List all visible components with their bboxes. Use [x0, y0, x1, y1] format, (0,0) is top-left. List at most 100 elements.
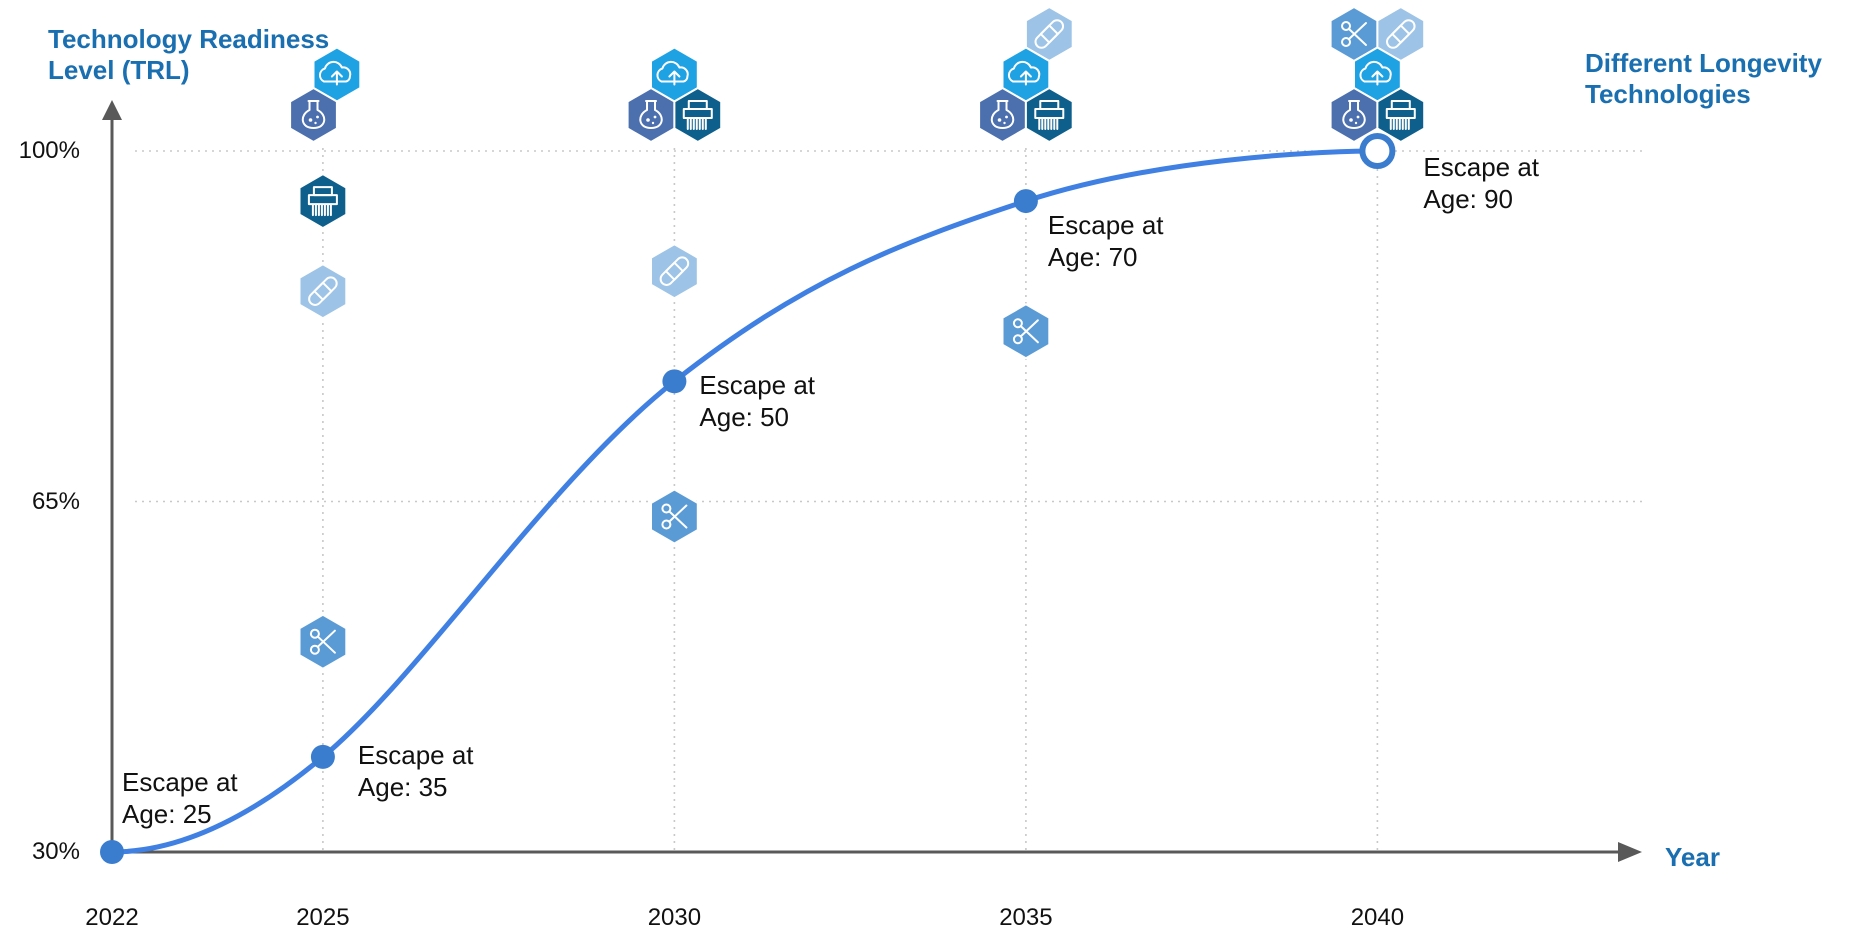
y-axis-title-text: Technology Readiness Level (TRL)	[48, 24, 330, 85]
x-tick-label: 2040	[1350, 904, 1405, 931]
shred-lines	[1038, 118, 1059, 130]
bubble	[1356, 115, 1360, 119]
scissor-ring	[1012, 334, 1023, 345]
upload-arrow	[1019, 70, 1032, 86]
y-tick-label: 65%	[31, 487, 80, 515]
scissor-ring	[1341, 21, 1352, 31]
y-axis-arrow	[102, 100, 122, 120]
point-annotation: Escape at Age: 70	[1048, 209, 1164, 273]
bubble	[308, 118, 313, 122]
bandage-pad	[664, 261, 684, 281]
scissor-ring	[1341, 37, 1352, 47]
hex-background	[298, 263, 348, 320]
y-axis-title: Technology Readiness Level (TRL)	[48, 24, 388, 86]
bandage-icon	[298, 263, 348, 320]
bubble	[651, 121, 655, 125]
x-axis-arrow	[1618, 842, 1642, 862]
flask-shape	[301, 100, 326, 129]
bandage-shape	[308, 276, 338, 306]
hex-background	[1376, 86, 1426, 144]
scissor-ring	[661, 519, 672, 530]
annotation-line: Age: 35	[357, 771, 448, 802]
y-tick-label: 100%	[18, 137, 80, 164]
bubble	[314, 121, 317, 125]
technology-icons	[289, 5, 1426, 670]
data-point	[662, 369, 687, 394]
x-tick-label: 2025	[296, 904, 350, 931]
hex-background	[289, 86, 338, 144]
scissor-blades	[1019, 319, 1039, 344]
annotation-line: Escape at	[357, 739, 474, 770]
printer-icon	[673, 86, 723, 144]
bandage-pad	[1039, 24, 1059, 44]
point-annotation: Escape at Age: 90	[1423, 151, 1539, 215]
scissor-ring	[661, 503, 672, 514]
printer-body	[682, 108, 713, 119]
shred-lines	[1389, 118, 1410, 130]
bubble	[1003, 121, 1006, 125]
scissor-blades	[316, 629, 336, 654]
upload-arrow	[668, 70, 681, 86]
data-point	[310, 744, 335, 769]
bandage-shape	[1034, 19, 1065, 49]
x-axis-title: Year	[1665, 842, 1720, 872]
scissors-icon	[650, 488, 699, 545]
bubble	[1354, 121, 1358, 125]
bubble	[997, 118, 1002, 122]
printer-icon	[298, 172, 348, 230]
cloud-shape	[318, 60, 352, 83]
printer-icon	[1024, 86, 1074, 144]
point-annotation: Escape at Age: 35	[358, 739, 474, 803]
bubble	[646, 118, 650, 122]
upload-arrow	[1371, 70, 1384, 86]
technologies-label-text: Different Longevity Technologies	[1585, 48, 1822, 109]
point-annotation: Escape at Age: 25	[122, 766, 238, 830]
bubble	[653, 115, 657, 119]
x-tick-label: 2022	[85, 904, 139, 931]
cloud-upload-icon	[1353, 46, 1402, 103]
hex-background	[673, 86, 723, 144]
scissors-icon	[1001, 303, 1051, 360]
scissor-blades	[668, 504, 688, 529]
annotation-line: Age: 70	[1047, 242, 1138, 273]
scissor-blades	[1348, 22, 1368, 46]
bubble	[1005, 115, 1008, 119]
annotation-line: Escape at	[699, 370, 816, 401]
point-annotation: Escape at Age: 50	[699, 369, 815, 433]
printer-body	[1034, 108, 1065, 119]
bandage-pad	[1391, 24, 1411, 44]
cloud-upload-icon	[312, 46, 362, 103]
cloud-shape	[1359, 60, 1392, 83]
annotation-line: Age: 50	[699, 402, 790, 433]
bandage-icon	[650, 243, 699, 300]
cloud-shape	[656, 60, 689, 83]
scissors-icon	[298, 613, 348, 670]
bubble	[1349, 118, 1353, 122]
hex-background	[1024, 86, 1074, 144]
bubble	[316, 115, 319, 119]
data-points	[100, 133, 1396, 864]
data-point-open	[1359, 133, 1396, 169]
annotation-line: Escape at	[122, 767, 238, 797]
flask-shape	[639, 100, 663, 129]
flask-shape	[1342, 100, 1366, 129]
shred-lines	[311, 204, 332, 217]
y-tick-label: 30%	[31, 838, 80, 865]
cloud-shape	[1007, 60, 1041, 83]
flask-shape	[990, 100, 1015, 129]
scissor-ring	[309, 644, 320, 655]
shred-lines	[686, 118, 707, 130]
annotation-line: Age: 90	[1423, 184, 1514, 214]
flask-icon	[289, 86, 338, 144]
scissor-ring	[309, 628, 320, 639]
printer-icon	[1376, 86, 1426, 144]
hex-background	[650, 243, 699, 300]
scissor-ring	[1012, 318, 1023, 329]
printer-body	[307, 194, 338, 206]
printer-body	[1385, 108, 1416, 119]
bandage-shape	[659, 256, 690, 286]
upload-arrow	[330, 70, 343, 86]
bandage-shape	[1386, 19, 1416, 49]
axes	[102, 100, 1642, 862]
